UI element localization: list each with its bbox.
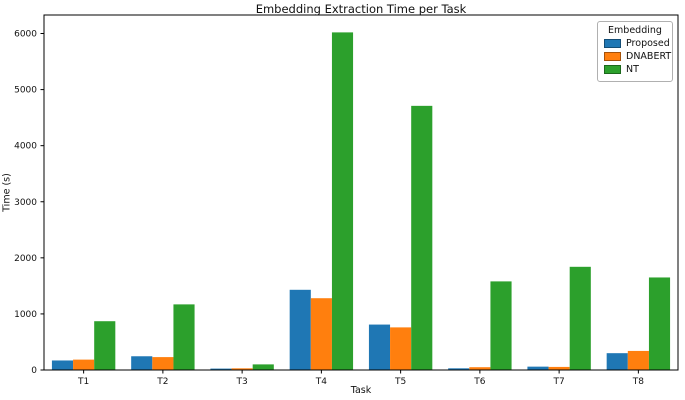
bar-T8-DNABERT <box>627 350 649 370</box>
bar-T5-NT <box>411 105 433 370</box>
bar-T7-DNABERT <box>548 366 570 370</box>
y-tick-label: 6000 <box>14 30 37 40</box>
y-axis-label: Time (s) <box>1 173 13 212</box>
y-tick-label: 3000 <box>14 198 37 208</box>
x-tick-label: T1 <box>77 377 89 387</box>
legend-swatch-icon <box>604 65 621 74</box>
bar-T8-NT <box>648 277 671 370</box>
y-tick-label: 0 <box>31 366 37 376</box>
legend-swatch-icon <box>604 39 621 48</box>
legend-entry-Proposed: Proposed <box>604 38 670 49</box>
legend-entry-NT: NT <box>604 64 666 75</box>
bar-T4-DNABERT <box>310 298 332 370</box>
y-tick-label: 1000 <box>14 310 37 320</box>
bar-T6-Proposed <box>448 368 470 370</box>
legend-swatch-icon <box>604 52 621 61</box>
bar-T2-Proposed <box>131 356 153 370</box>
bar-T7-Proposed <box>527 366 549 370</box>
x-axis-label: Task <box>350 385 372 396</box>
legend-label: Proposed <box>626 38 670 49</box>
bar-T6-DNABERT <box>469 367 491 370</box>
y-tick-label: 5000 <box>14 86 37 96</box>
x-tick-label: T7 <box>553 377 565 387</box>
legend-label: DNABERT <box>626 51 672 62</box>
bar-T5-Proposed <box>368 324 391 370</box>
bar-T1-Proposed <box>51 360 74 370</box>
legend-title: Embedding <box>608 25 662 36</box>
bar-T3-DNABERT <box>231 368 253 370</box>
legend-label: NT <box>626 64 639 75</box>
bar-T1-DNABERT <box>73 359 95 370</box>
bar-T7-NT <box>569 266 591 370</box>
x-tick-label: T3 <box>236 377 248 387</box>
legend: Embedding Proposed DNABERT NT <box>597 21 673 82</box>
bar-T6-NT <box>490 281 512 370</box>
bar-T2-DNABERT <box>152 357 174 370</box>
bar-T1-NT <box>94 321 116 370</box>
bar-T5-DNABERT <box>390 327 412 370</box>
x-tick-label: T8 <box>632 377 644 387</box>
chart-title: Embedding Extraction Time per Task <box>255 2 467 16</box>
bar-T2-NT <box>173 304 195 370</box>
legend-entries: Proposed DNABERT NT <box>604 38 671 75</box>
bar-T4-Proposed <box>289 289 311 370</box>
x-tick-label: T4 <box>315 377 327 387</box>
axes-frame <box>43 14 679 371</box>
x-tick-label: T5 <box>394 377 406 387</box>
legend-entry-DNABERT: DNABERT <box>604 51 671 62</box>
y-tick-label: 2000 <box>14 254 37 264</box>
bar-T3-NT <box>252 364 274 370</box>
bar-T8-Proposed <box>606 353 628 370</box>
x-tick-label: T2 <box>156 377 168 387</box>
bar-T4-NT <box>331 32 354 370</box>
y-tick-label: 4000 <box>14 142 37 152</box>
bar-T3-Proposed <box>210 368 232 370</box>
x-tick-label: T6 <box>473 377 485 387</box>
